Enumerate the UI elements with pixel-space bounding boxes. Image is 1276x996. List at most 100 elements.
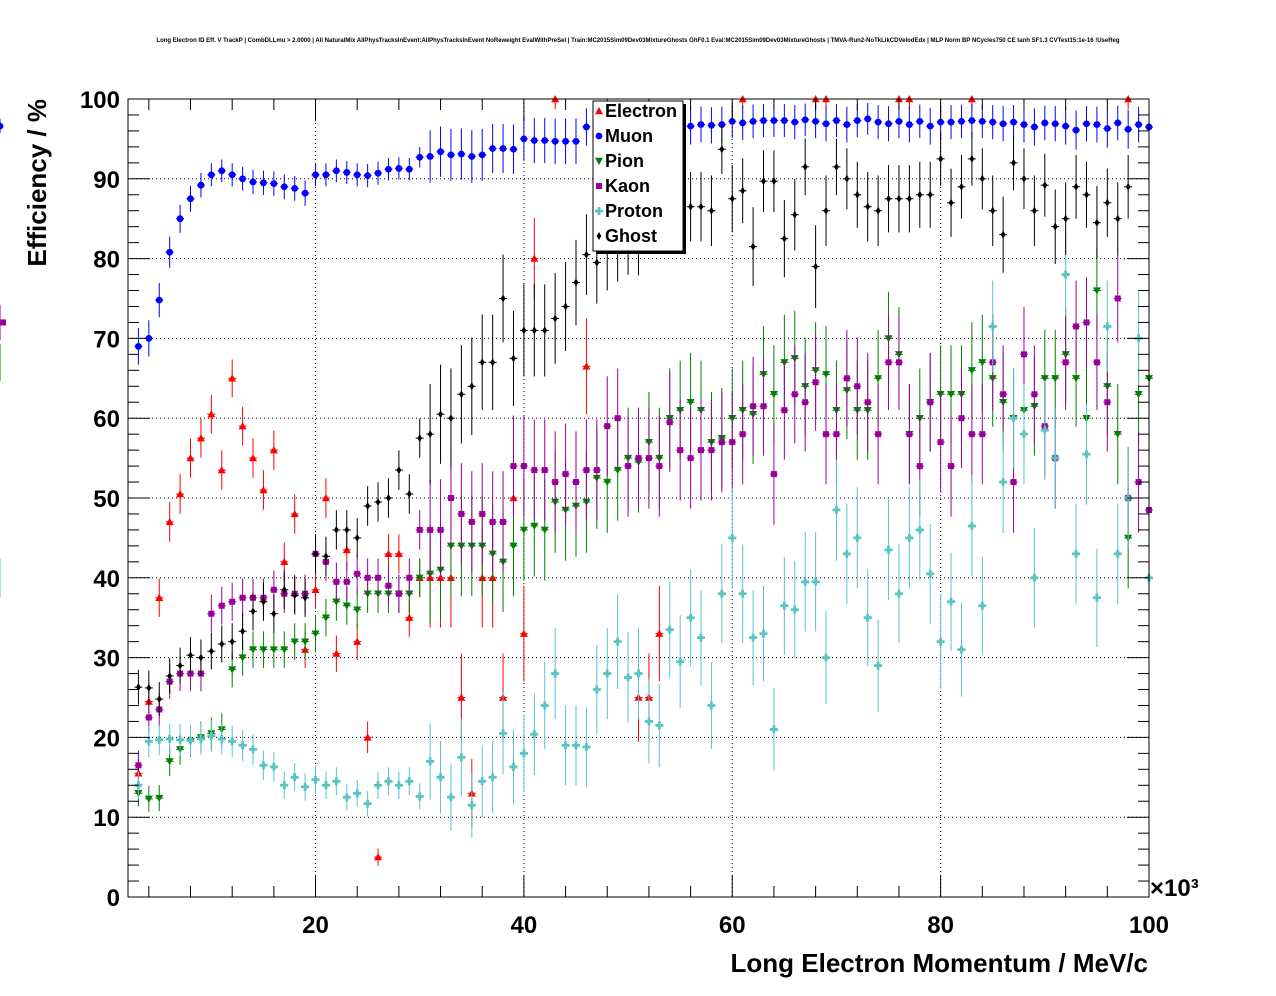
data-point bbox=[500, 518, 507, 525]
data-point bbox=[405, 165, 413, 173]
data-point bbox=[697, 121, 705, 128]
x-axis-title: Long Electron Momentum / MeV/c bbox=[731, 948, 1148, 978]
data-point bbox=[802, 162, 808, 171]
data-point bbox=[959, 182, 964, 191]
x-tick-label: 80 bbox=[927, 912, 954, 939]
data-point bbox=[353, 171, 361, 179]
data-point bbox=[207, 410, 216, 418]
legend-marker-muon bbox=[595, 132, 603, 140]
data-point bbox=[219, 640, 225, 649]
data-point bbox=[166, 248, 174, 256]
data-point bbox=[427, 526, 434, 533]
data-point bbox=[719, 145, 725, 154]
data-point bbox=[916, 463, 923, 470]
data-point bbox=[541, 137, 549, 144]
data-point bbox=[354, 533, 360, 542]
data-point bbox=[927, 190, 933, 199]
data-point bbox=[1083, 319, 1090, 326]
data-point bbox=[718, 439, 725, 446]
data-point bbox=[1030, 123, 1038, 131]
data-point bbox=[176, 735, 185, 744]
data-point bbox=[822, 653, 831, 662]
data-point bbox=[530, 730, 539, 739]
data-point bbox=[217, 734, 226, 743]
data-point bbox=[936, 637, 945, 646]
data-point bbox=[333, 578, 340, 585]
data-point bbox=[269, 762, 278, 771]
data-point bbox=[582, 742, 591, 751]
data-point bbox=[385, 165, 392, 173]
legend-label-kaon: Kaon bbox=[605, 176, 650, 196]
data-point bbox=[271, 609, 277, 618]
data-point bbox=[771, 177, 777, 186]
data-point bbox=[386, 494, 391, 502]
data-point bbox=[530, 522, 539, 530]
data-point bbox=[761, 177, 766, 186]
data-point bbox=[1072, 126, 1080, 134]
data-point bbox=[313, 549, 318, 558]
data-point bbox=[479, 510, 486, 517]
data-point bbox=[540, 701, 549, 710]
data-point bbox=[645, 455, 652, 462]
data-point bbox=[218, 602, 225, 609]
data-point bbox=[582, 362, 591, 370]
y-tick-label: 50 bbox=[93, 486, 120, 513]
y-tick-label: 90 bbox=[93, 167, 120, 194]
data-point bbox=[218, 167, 226, 175]
data-point bbox=[321, 494, 330, 502]
data-point bbox=[833, 431, 840, 438]
data-point bbox=[562, 471, 569, 478]
data-point bbox=[426, 757, 435, 766]
data-point bbox=[374, 853, 383, 861]
data-point bbox=[269, 446, 278, 454]
data-point bbox=[374, 169, 382, 177]
data-point bbox=[895, 117, 903, 125]
data-point bbox=[437, 148, 444, 156]
data-point bbox=[332, 649, 341, 657]
data-point bbox=[999, 478, 1008, 487]
data-point bbox=[374, 781, 383, 790]
data-point bbox=[802, 399, 809, 406]
data-point bbox=[197, 181, 205, 189]
data-point bbox=[207, 171, 215, 179]
data-point bbox=[551, 669, 560, 678]
data-point bbox=[792, 210, 798, 219]
data-point bbox=[249, 454, 258, 462]
data-point bbox=[208, 647, 214, 656]
data-point bbox=[613, 466, 622, 475]
data-point bbox=[384, 777, 393, 786]
data-point bbox=[686, 399, 695, 407]
data-point bbox=[811, 577, 820, 586]
data-point bbox=[509, 542, 518, 550]
data-point bbox=[853, 117, 861, 124]
data-point bbox=[375, 574, 382, 581]
data-point bbox=[270, 586, 277, 593]
data-point bbox=[1011, 158, 1016, 167]
chart-title: Long Electron ID Eff. V TrackP | CombDLL… bbox=[156, 38, 1119, 44]
data-point bbox=[176, 490, 185, 498]
data-point bbox=[988, 322, 997, 331]
data-point bbox=[823, 431, 830, 438]
data-point bbox=[906, 431, 913, 438]
data-point bbox=[634, 669, 643, 678]
data-point bbox=[781, 407, 788, 414]
data-point bbox=[365, 501, 371, 510]
data-point bbox=[238, 741, 247, 750]
data-point bbox=[843, 375, 850, 382]
data-point bbox=[718, 121, 726, 128]
data-point bbox=[593, 467, 600, 474]
data-point bbox=[801, 116, 809, 124]
data-point bbox=[280, 646, 289, 654]
data-point bbox=[834, 162, 839, 171]
data-point bbox=[1093, 359, 1100, 366]
data-point bbox=[1072, 549, 1081, 558]
data-point bbox=[1082, 450, 1091, 459]
data-point bbox=[135, 342, 142, 350]
data-point bbox=[822, 120, 830, 128]
data-point bbox=[290, 773, 299, 782]
data-point bbox=[1072, 375, 1081, 383]
data-point bbox=[438, 410, 443, 419]
data-point bbox=[270, 180, 278, 187]
data-point bbox=[968, 431, 975, 438]
